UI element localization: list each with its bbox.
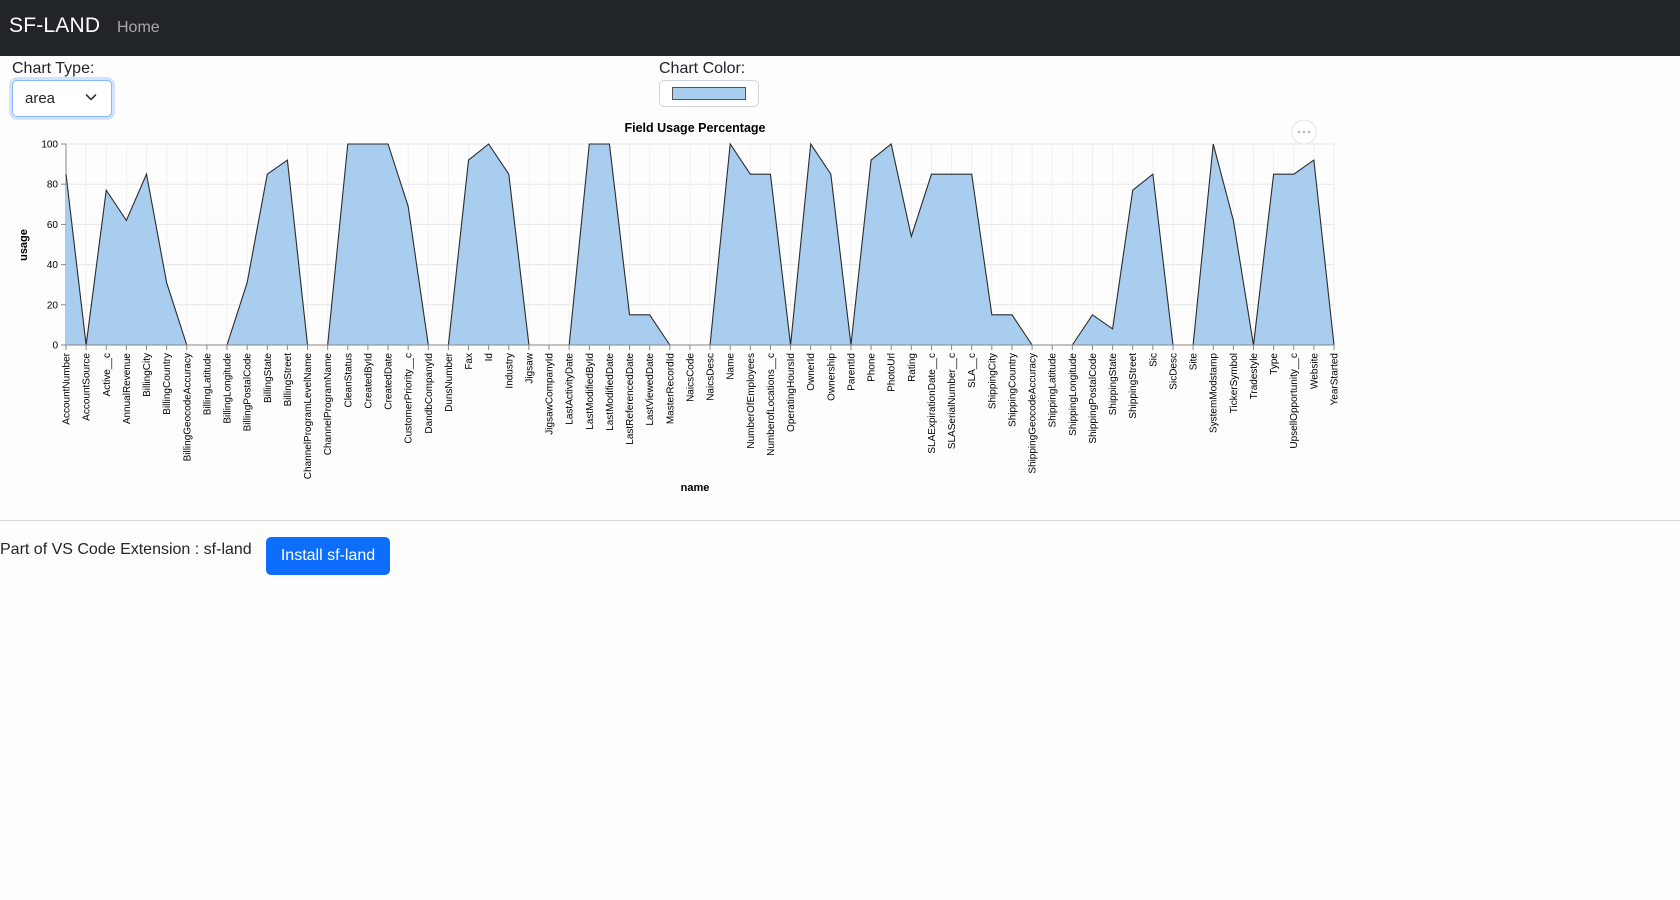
x-tick-label: BillingLongitude — [223, 353, 234, 424]
navbar: SF-LAND Home — [0, 0, 1680, 56]
x-tick-label: ShippingLongitude — [1068, 353, 1079, 436]
footer-text: Part of VS Code Extension : sf-land — [0, 541, 252, 558]
x-tick-label: OperatingHoursId — [786, 353, 797, 432]
x-tick-label: CreatedDate — [384, 353, 395, 410]
x-tick-label: Rating — [907, 353, 918, 382]
chart-title: Field Usage Percentage — [624, 121, 765, 135]
x-tick-label: DunsNumber — [444, 352, 455, 412]
x-axis: AccountNumber AccountSource Active__c Annua… — [62, 344, 1341, 480]
x-tick-label: Sic — [1148, 353, 1159, 367]
x-tick-label: SystemModstamp — [1209, 353, 1220, 433]
x-tick-label: ParentId — [846, 353, 857, 391]
x-axis-label: name — [681, 482, 710, 494]
x-tick-label: ChannelProgramLevelName — [303, 353, 314, 480]
chart-area-layer — [65, 142, 1335, 346]
y-tick-label: 20 — [47, 300, 59, 311]
x-tick-label: CustomerPriority__c — [404, 353, 415, 444]
x-tick-label: OwnerId — [806, 353, 817, 391]
x-tick-label: BillingLatitude — [202, 353, 213, 416]
x-tick-label: Industry — [504, 353, 515, 389]
install-button[interactable]: Install sf-land — [266, 537, 390, 575]
x-tick-label: NaicsDesc — [706, 353, 717, 401]
x-tick-label: LastModifiedById — [585, 353, 596, 430]
x-tick-label: YearStarted — [1330, 353, 1341, 405]
x-tick-label: Site — [1189, 353, 1200, 371]
x-tick-label: Phone — [867, 353, 878, 382]
x-tick-label: ChannelProgramName — [323, 353, 334, 456]
chart-menu-button[interactable] — [1291, 119, 1317, 145]
x-tick-label: ShippingLatitude — [1048, 353, 1059, 428]
x-tick-label: SLAExpirationDate__c — [927, 353, 938, 454]
x-tick-label: Jigsaw — [524, 352, 535, 383]
brand-logo[interactable]: SF-LAND — [9, 14, 101, 37]
y-tick-label: 60 — [47, 220, 59, 231]
x-tick-label: LastReferencedDate — [625, 353, 636, 445]
x-tick-label: BillingPostalCode — [243, 353, 254, 432]
x-tick-label: ShippingCity — [987, 353, 998, 409]
x-tick-label: ShippingPostalCode — [1088, 353, 1099, 444]
x-tick-label: BillingGeocodeAccuracy — [182, 353, 193, 461]
x-tick-label: NumberofLocations__c — [766, 353, 777, 456]
x-tick-label: Active__c — [102, 353, 113, 396]
x-tick-label: LastModifiedDate — [605, 353, 616, 431]
x-tick-label: CleanStatus — [343, 353, 354, 407]
x-tick-label: BillingCity — [142, 353, 153, 397]
x-tick-label: Tradestyle — [1249, 353, 1260, 400]
chart-color-swatch — [672, 87, 746, 100]
y-tick-label: 100 — [41, 140, 58, 151]
x-tick-label: SLA__c — [967, 353, 978, 388]
chart-color-label: Chart Color: — [659, 60, 746, 77]
x-tick-label: BillingState — [263, 353, 274, 403]
x-tick-label: DandbCompanyId — [424, 353, 435, 434]
chart-type-value: area — [25, 90, 56, 107]
x-tick-label: ShippingStreet — [1128, 353, 1139, 419]
nav-home-link[interactable]: Home — [117, 19, 160, 36]
x-tick-label: NaicsCode — [685, 353, 696, 402]
x-tick-label: ShippingGeocodeAccuracy — [1028, 353, 1039, 474]
x-tick-label: AnnualRevenue — [122, 353, 133, 425]
y-tick-label: 40 — [47, 260, 59, 271]
x-tick-label: UpsellOpportunity__c — [1289, 353, 1300, 449]
y-axis-label: usage — [18, 229, 30, 261]
x-tick-label: SicDesc — [1168, 353, 1179, 390]
field-usage-chart: Field Usage Percentage 0 20 40 60 80 100 Acco… — [18, 119, 1341, 494]
x-tick-label: Name — [726, 353, 737, 380]
x-tick-label: NumberOfEmployees — [746, 353, 757, 449]
area-fill — [66, 144, 1334, 345]
ellipsis-icon — [1297, 130, 1311, 134]
footer-divider — [0, 520, 1680, 521]
x-tick-label: LastViewedDate — [645, 353, 656, 426]
x-tick-label: AccountNumber — [62, 352, 73, 424]
x-tick-label: PhotoUrl — [887, 353, 898, 392]
y-axis: 0 20 40 60 80 100 — [41, 140, 67, 352]
x-tick-label: SLASerialNumber__c — [947, 353, 958, 449]
x-tick-label: BillingStreet — [283, 353, 294, 407]
x-tick-label: Ownership — [826, 353, 837, 401]
chart-color-input[interactable] — [659, 80, 759, 107]
x-tick-label: CreatedById — [363, 353, 374, 409]
x-tick-label: Type — [1269, 353, 1280, 375]
y-tick-label: 0 — [52, 341, 58, 352]
chart-type-select[interactable]: area — [12, 80, 112, 117]
x-tick-label: ShippingCountry — [1007, 353, 1018, 427]
x-tick-label: Fax — [464, 353, 475, 370]
x-tick-label: JigsawCompanyId — [545, 353, 556, 435]
x-tick-label: MasterRecordId — [665, 353, 676, 424]
x-tick-label: BillingCountry — [162, 353, 173, 415]
x-tick-label: AccountSource — [82, 353, 93, 421]
x-tick-label: Website — [1309, 353, 1320, 389]
x-tick-label: Id — [484, 353, 495, 361]
x-tick-label: LastActivityDate — [565, 353, 576, 425]
chart-type-label: Chart Type: — [12, 60, 95, 77]
x-tick-label: ShippingState — [1108, 353, 1119, 416]
y-tick-label: 80 — [47, 180, 59, 191]
x-tick-label: TickerSymbol — [1229, 353, 1240, 413]
chevron-down-icon — [85, 94, 97, 101]
